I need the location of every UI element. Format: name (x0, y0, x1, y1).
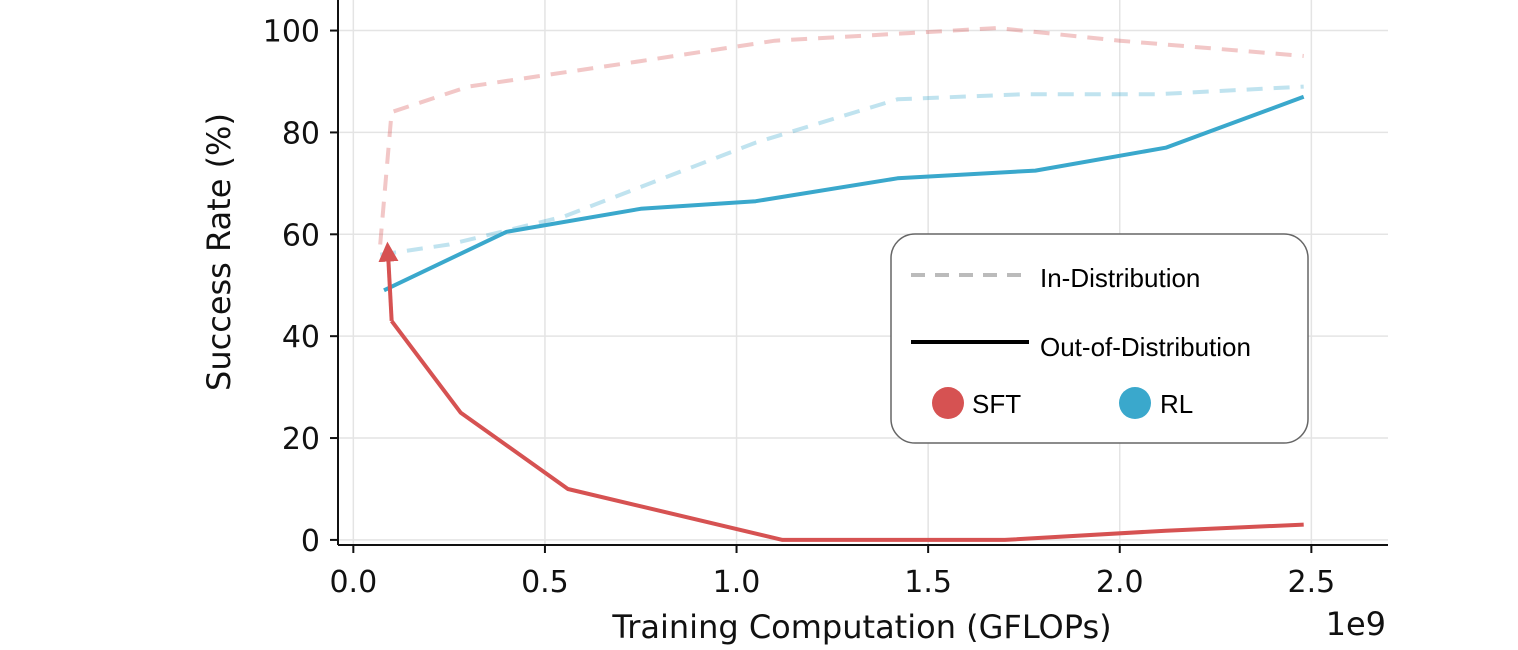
sft-arrow (378, 241, 399, 321)
sft-out-of-distribution-line (390, 319, 1304, 542)
sft-in-distribution-line (378, 26, 1304, 245)
x-tick-label: 2.0 (1096, 565, 1144, 600)
legend-box (890, 233, 1309, 444)
rl-out-of-distribution-line (383, 94, 1305, 293)
y-tick-label: 100 (263, 15, 320, 50)
legend: In-Distribution Out-of-Distribution SFT … (890, 233, 1309, 444)
y-tick-label: 40 (282, 320, 320, 355)
rl-in-distribution-line (379, 84, 1304, 257)
legend-rl-label: RL (1160, 389, 1193, 419)
legend-out-of-distribution-label: Out-of-Distribution (1040, 332, 1251, 362)
legend-in-distribution-label: In-Distribution (1040, 263, 1200, 293)
y-axis-title: Success Rate (%) (200, 113, 238, 391)
x-offset-label: 1e9 (1326, 605, 1386, 643)
series-lines (378, 26, 1305, 542)
axes (337, 0, 1388, 546)
x-tick-label: 1.5 (904, 565, 952, 600)
legend-rl-marker (1119, 387, 1151, 419)
x-tick-label: 0.0 (329, 565, 377, 600)
legend-sft-label: SFT (972, 389, 1021, 419)
x-tick-label: 0.5 (521, 565, 569, 600)
y-tick-label: 20 (282, 422, 320, 457)
legend-sft-marker (932, 387, 964, 419)
y-tick-label: 80 (282, 116, 320, 151)
ticks: 0.0 0.5 1.0 1.5 2.0 2.5 0 20 40 60 80 100 (263, 15, 1335, 600)
y-tick-label: 0 (301, 524, 320, 559)
x-axis-title: Training Computation (GFLOPs) (611, 608, 1111, 646)
y-tick-label: 60 (282, 218, 320, 253)
x-tick-label: 1.0 (713, 565, 761, 600)
x-tick-label: 2.5 (1287, 565, 1335, 600)
